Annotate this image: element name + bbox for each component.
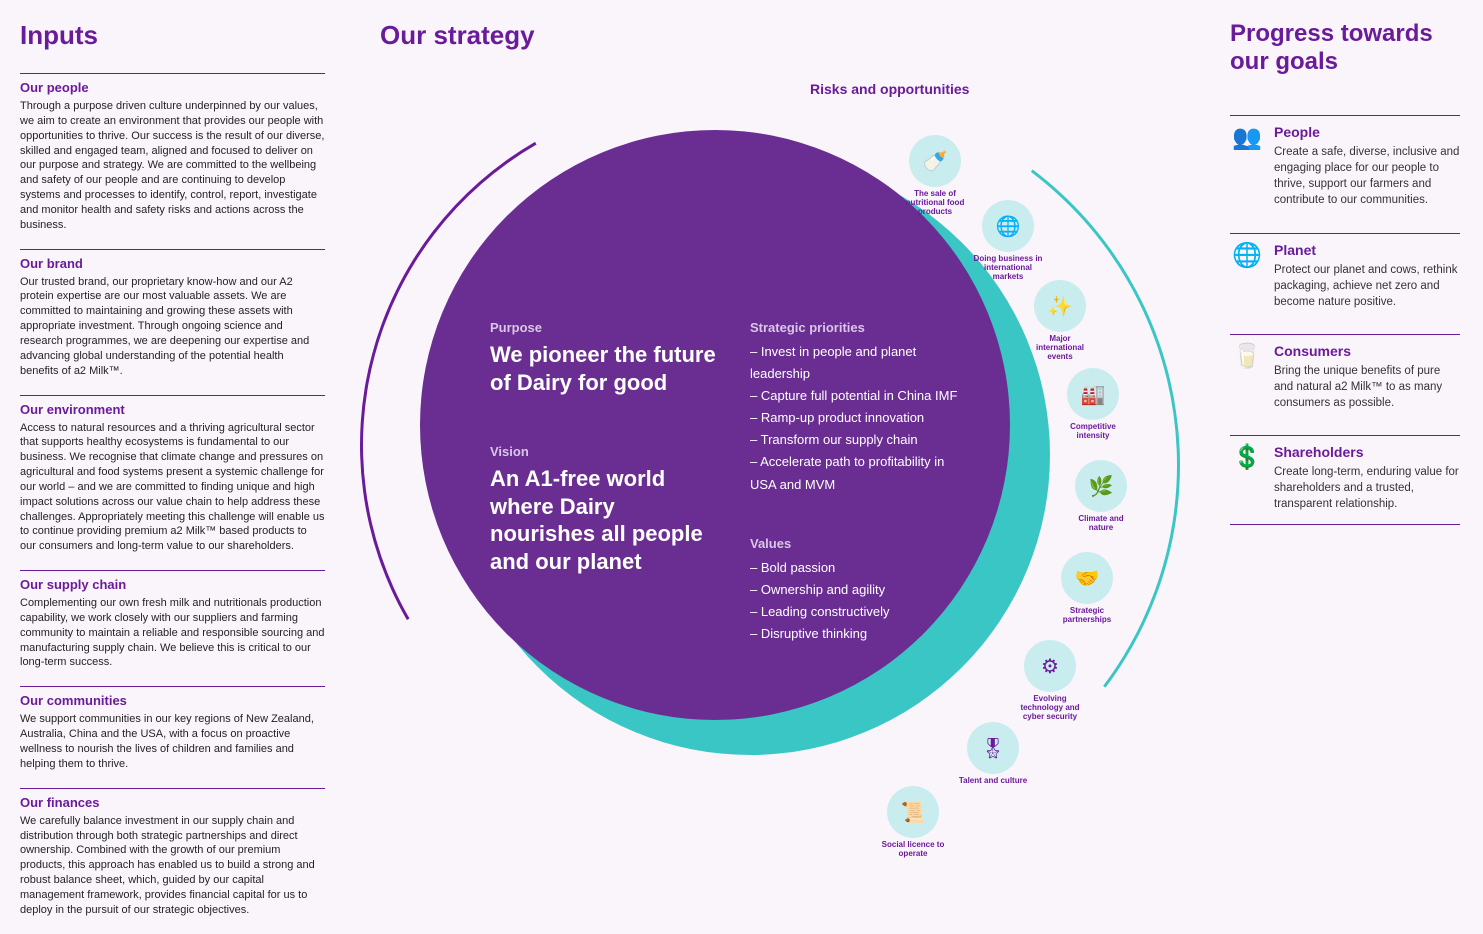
risk-label: Evolving technology and cyber security (1015, 694, 1085, 722)
input-body: Access to natural resources and a thrivi… (20, 421, 325, 555)
inputs-heading: Inputs (20, 20, 325, 51)
handshake-icon: 🤝 (1061, 552, 1113, 604)
risk-label: Climate and nature (1066, 514, 1136, 532)
inputs-column: Inputs Our people Through a purpose driv… (20, 20, 325, 934)
goal-text: People Create a safe, diverse, inclusive… (1274, 124, 1460, 208)
goals-heading: Progress towards our goals (1230, 20, 1460, 75)
input-title: Our finances (20, 795, 325, 810)
input-title: Our people (20, 80, 325, 95)
goal-title: Planet (1274, 242, 1460, 258)
priority-item: Invest in people and planet leadership (750, 341, 970, 385)
input-body: We carefully balance investment in our s… (20, 814, 325, 918)
goal-body: Create long-term, enduring value for sha… (1274, 464, 1460, 512)
input-body: Through a purpose driven culture underpi… (20, 99, 325, 233)
risk-bubble-climate: 🌿 Climate and nature (1066, 460, 1136, 532)
risk-label: Major international events (1025, 334, 1095, 362)
value-item: Bold passion (750, 557, 970, 579)
sparkle-icon: ✨ (1034, 280, 1086, 332)
strategy-circle: Purpose We pioneer the future of Dairy f… (420, 130, 1040, 750)
input-title: Our supply chain (20, 577, 325, 592)
priorities-values-block: Strategic priorities Invest in people an… (750, 320, 970, 645)
goal-block-people: 👥 People Create a safe, diverse, inclusi… (1230, 115, 1460, 208)
risk-bubble-social-licence: 📜 Social licence to operate (878, 786, 948, 858)
gear-icon: ⚙ (1024, 640, 1076, 692)
goal-title: People (1274, 124, 1460, 140)
risk-bubble-major-events: ✨ Major international events (1025, 280, 1095, 362)
priorities-label: Strategic priorities (750, 320, 970, 335)
value-item: Disruptive thinking (750, 623, 970, 645)
risk-label: Strategic partnerships (1052, 606, 1122, 624)
goal-block-consumers: 🥛 Consumers Bring the unique benefits of… (1230, 334, 1460, 411)
goal-body: Bring the unique benefits of pure and na… (1274, 363, 1460, 411)
input-title: Our communities (20, 693, 325, 708)
medal-icon: 🎖 (967, 722, 1019, 774)
values-label: Values (750, 536, 970, 551)
input-block-finances: Our finances We carefully balance invest… (20, 788, 325, 918)
input-block-supply-chain: Our supply chain Complementing our own f… (20, 570, 325, 670)
priority-item: Ramp-up product innovation (750, 407, 970, 429)
dollar-icon: 💲 (1230, 444, 1264, 512)
leaf-icon: 🌿 (1075, 460, 1127, 512)
purpose-label: Purpose (490, 320, 720, 335)
planet-icon: 🌐 (1230, 242, 1264, 310)
goal-text: Shareholders Create long-term, enduring … (1274, 444, 1460, 512)
goal-text: Planet Protect our planet and cows, reth… (1274, 242, 1460, 310)
globe-icon: 🌐 (982, 200, 1034, 252)
risk-label: Competitive intensity (1058, 422, 1128, 440)
priority-item: Accelerate path to profitability in USA … (750, 451, 970, 495)
risk-bubble-partnerships: 🤝 Strategic partnerships (1052, 552, 1122, 624)
input-body: Our trusted brand, our proprietary know-… (20, 275, 325, 379)
goal-title: Consumers (1274, 343, 1460, 359)
risk-bubble-technology: ⚙ Evolving technology and cyber security (1015, 640, 1085, 722)
input-block-communities: Our communities We support communities i… (20, 686, 325, 771)
goal-block-shareholders: 💲 Shareholders Create long-term, endurin… (1230, 435, 1460, 525)
vision-text: An A1-free world where Dairy nourishes a… (490, 465, 720, 575)
priorities-list: Invest in people and planet leadership C… (750, 341, 970, 496)
goals-column: Progress towards our goals 👥 People Crea… (1230, 20, 1460, 549)
input-title: Our brand (20, 256, 325, 271)
risk-label: Doing business in international markets (973, 254, 1043, 282)
goal-block-planet: 🌐 Planet Protect our planet and cows, re… (1230, 233, 1460, 310)
goal-body: Create a safe, diverse, inclusive and en… (1274, 144, 1460, 208)
risk-label: Social licence to operate (878, 840, 948, 858)
risk-bubble-nutritional-food: 🍼 The sale of nutritional food products (900, 135, 970, 217)
strategy-heading: Our strategy (380, 20, 535, 51)
vision-label: Vision (490, 444, 720, 459)
input-body: We support communities in our key region… (20, 712, 325, 771)
purpose-text: We pioneer the future of Dairy for good (490, 341, 720, 396)
input-body: Complementing our own fresh milk and nut… (20, 596, 325, 670)
values-list: Bold passion Ownership and agility Leadi… (750, 557, 970, 645)
input-title: Our environment (20, 402, 325, 417)
risk-bubble-competitive: 🏭 Competitive intensity (1058, 368, 1128, 440)
risks-heading: Risks and opportunities (810, 80, 969, 98)
factory-icon: 🏭 (1067, 368, 1119, 420)
goal-text: Consumers Bring the unique benefits of p… (1274, 343, 1460, 411)
input-block-brand: Our brand Our trusted brand, our proprie… (20, 249, 325, 379)
people-icon: 👥 (1230, 124, 1264, 208)
goal-body: Protect our planet and cows, rethink pac… (1274, 262, 1460, 310)
scroll-icon: 📜 (887, 786, 939, 838)
goal-title: Shareholders (1274, 444, 1460, 460)
priority-item: Capture full potential in China IMF (750, 385, 970, 407)
input-block-people: Our people Through a purpose driven cult… (20, 73, 325, 233)
risk-bubble-international-markets: 🌐 Doing business in international market… (973, 200, 1043, 282)
risk-label: The sale of nutritional food products (900, 189, 970, 217)
bottle-icon: 🍼 (909, 135, 961, 187)
purpose-vision-block: Purpose We pioneer the future of Dairy f… (490, 320, 720, 575)
purple-circle: Purpose We pioneer the future of Dairy f… (420, 130, 1010, 720)
value-item: Leading constructively (750, 601, 970, 623)
value-item: Ownership and agility (750, 579, 970, 601)
risk-bubble-talent: 🎖 Talent and culture (958, 722, 1028, 785)
risk-label: Talent and culture (958, 776, 1028, 785)
priority-item: Transform our supply chain (750, 429, 970, 451)
input-block-environment: Our environment Access to natural resour… (20, 395, 325, 555)
bottle-icon: 🥛 (1230, 343, 1264, 411)
